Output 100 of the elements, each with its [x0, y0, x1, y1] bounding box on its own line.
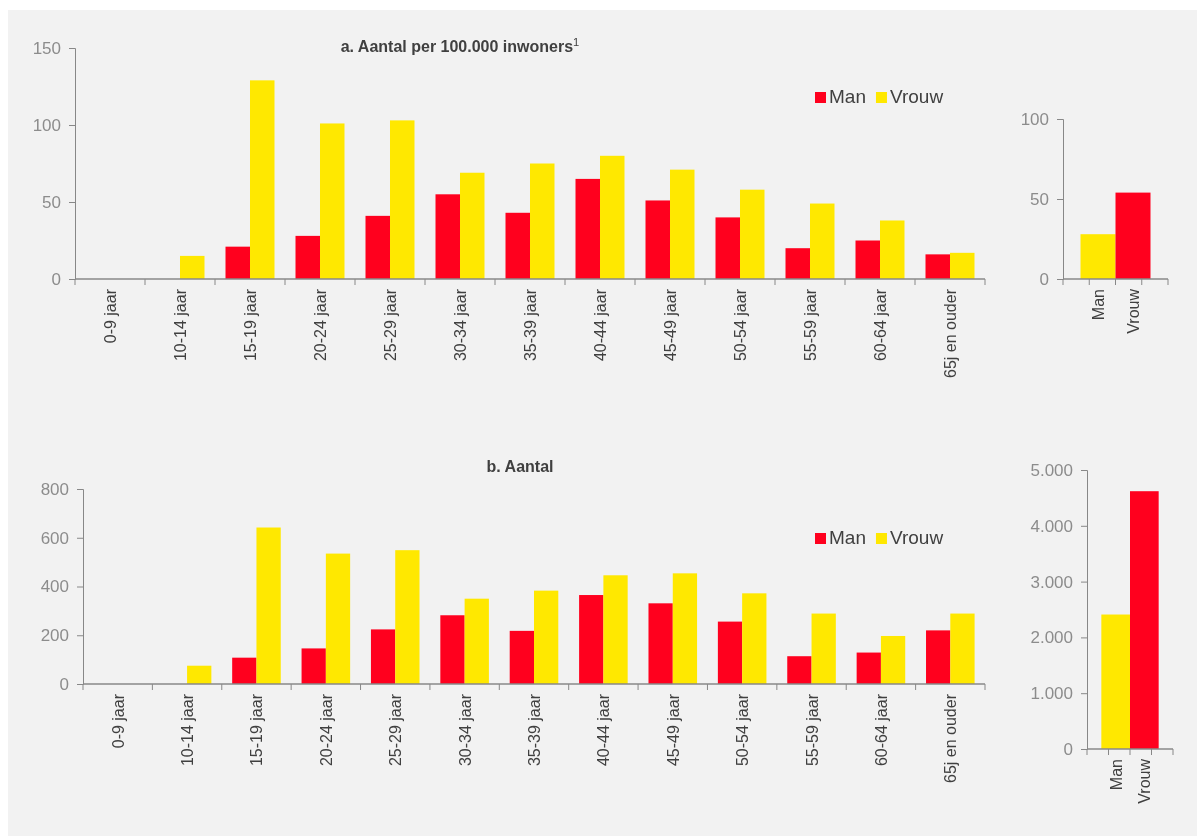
bar — [440, 615, 465, 684]
bar — [950, 613, 975, 684]
bar — [505, 212, 530, 279]
y-tick-label: 400 — [40, 577, 69, 597]
bar — [534, 590, 559, 684]
legend-label: Vrouw — [889, 527, 944, 548]
y-tick-label: 50 — [1030, 189, 1049, 209]
bar — [600, 155, 625, 279]
bar — [225, 246, 250, 279]
x-tick-label: 30-34 jaar — [456, 693, 474, 767]
bar — [811, 613, 836, 684]
legend-label: Vrouw — [889, 86, 944, 107]
legend-label: Man — [829, 527, 866, 548]
bar — [395, 550, 420, 684]
bar — [579, 595, 604, 684]
x-tick-label: 25-29 jaar — [382, 288, 399, 362]
x-tick-label: 15-19 jaar — [242, 288, 259, 362]
x-tick-label: 20-24 jaar — [317, 693, 335, 767]
x-tick-label: 35-39 jaar — [522, 288, 539, 362]
y-tick-label: 0 — [1063, 739, 1073, 759]
y-tick-label: 800 — [40, 479, 69, 499]
y-tick-label: 200 — [40, 626, 69, 646]
y-tick-label: 3.000 — [1030, 572, 1073, 592]
x-tick-label: 55-59 jaar — [803, 693, 821, 767]
x-tick-label: 55-59 jaar — [802, 288, 819, 362]
bar — [855, 240, 880, 279]
x-tick-label: 65j en ouder — [942, 288, 959, 378]
x-tick-label: 60-64 jaar — [872, 693, 890, 767]
x-tick-label: Vrouw — [1136, 758, 1154, 804]
bar — [530, 163, 555, 279]
y-tick-label: 150 — [32, 38, 61, 58]
x-tick-label: 50-54 jaar — [734, 693, 752, 767]
bar — [950, 252, 975, 279]
x-tick-label: 35-39 jaar — [526, 693, 543, 767]
bar — [880, 220, 905, 279]
bar — [670, 169, 695, 279]
x-tick-label: Man — [1107, 759, 1125, 791]
bar — [256, 527, 281, 684]
x-tick-label: 10-14 jaar — [172, 288, 189, 362]
bar — [672, 573, 698, 684]
x-tick-label: 25-29 jaar — [387, 693, 405, 767]
y-tick-label: 100 — [32, 115, 61, 135]
bar — [856, 652, 881, 684]
bar — [370, 629, 396, 684]
x-tick-label: 15-19 jaar — [248, 693, 266, 767]
y-tick-label: 0 — [51, 269, 61, 289]
bar — [301, 648, 326, 684]
legend-label: Man — [829, 86, 866, 107]
bar — [325, 553, 351, 684]
bar — [464, 598, 489, 684]
chart-title: a. Aantal per 100.000 inwoners$^{1}$ — [340, 36, 580, 55]
y-tick-label: 5.000 — [1030, 460, 1073, 480]
bar — [603, 575, 628, 684]
x-tick-label: 50-54 jaar — [732, 288, 749, 362]
bar — [180, 255, 205, 279]
y-tick-label: 2.000 — [1030, 628, 1073, 648]
x-tick-label: 0-9 jaar — [109, 693, 127, 749]
x-tick-label: 20-24 jaar — [312, 288, 329, 362]
bar — [509, 630, 534, 684]
bar — [785, 248, 810, 279]
x-tick-label: 45-49 jaar — [664, 693, 682, 767]
y-tick-label: 1.000 — [1030, 684, 1073, 704]
x-tick-label: 65j en ouder — [942, 693, 960, 783]
bar — [187, 665, 212, 684]
bar — [925, 254, 950, 279]
bar — [648, 603, 673, 684]
x-tick-label: Man — [1090, 289, 1107, 321]
chart-title: b. Aantal — [486, 458, 554, 475]
bar — [742, 593, 767, 684]
bar — [575, 178, 600, 279]
x-tick-label: 45-49 jaar — [662, 288, 679, 362]
bar — [365, 215, 390, 279]
bar — [390, 120, 415, 279]
bar — [880, 635, 906, 684]
x-tick-label: 60-64 jaar — [872, 288, 889, 362]
bar — [295, 235, 320, 279]
y-tick-label: 600 — [40, 528, 69, 548]
bar — [435, 194, 460, 279]
bar — [787, 656, 812, 684]
bar — [250, 80, 275, 279]
bar — [810, 203, 835, 279]
bar — [717, 621, 743, 684]
x-tick-label: 30-34 jaar — [452, 288, 469, 362]
x-tick-label: 40-44 jaar — [592, 288, 609, 362]
y-tick-label: 0 — [1039, 269, 1049, 289]
bar — [320, 123, 345, 279]
bar — [232, 657, 257, 684]
y-tick-label: 100 — [1020, 109, 1049, 129]
bar — [926, 630, 951, 684]
bar — [715, 217, 740, 279]
x-tick-label: 40-44 jaar — [595, 693, 613, 767]
bar — [460, 172, 485, 279]
x-tick-label: 10-14 jaar — [179, 693, 197, 767]
bar — [645, 200, 670, 279]
bar — [740, 189, 765, 279]
x-tick-label: Vrouw — [1125, 288, 1142, 334]
y-tick-label: 50 — [42, 192, 61, 212]
y-tick-label: 0 — [59, 674, 69, 694]
y-tick-label: 4.000 — [1030, 516, 1073, 536]
x-tick-label: 0-9 jaar — [102, 288, 119, 344]
